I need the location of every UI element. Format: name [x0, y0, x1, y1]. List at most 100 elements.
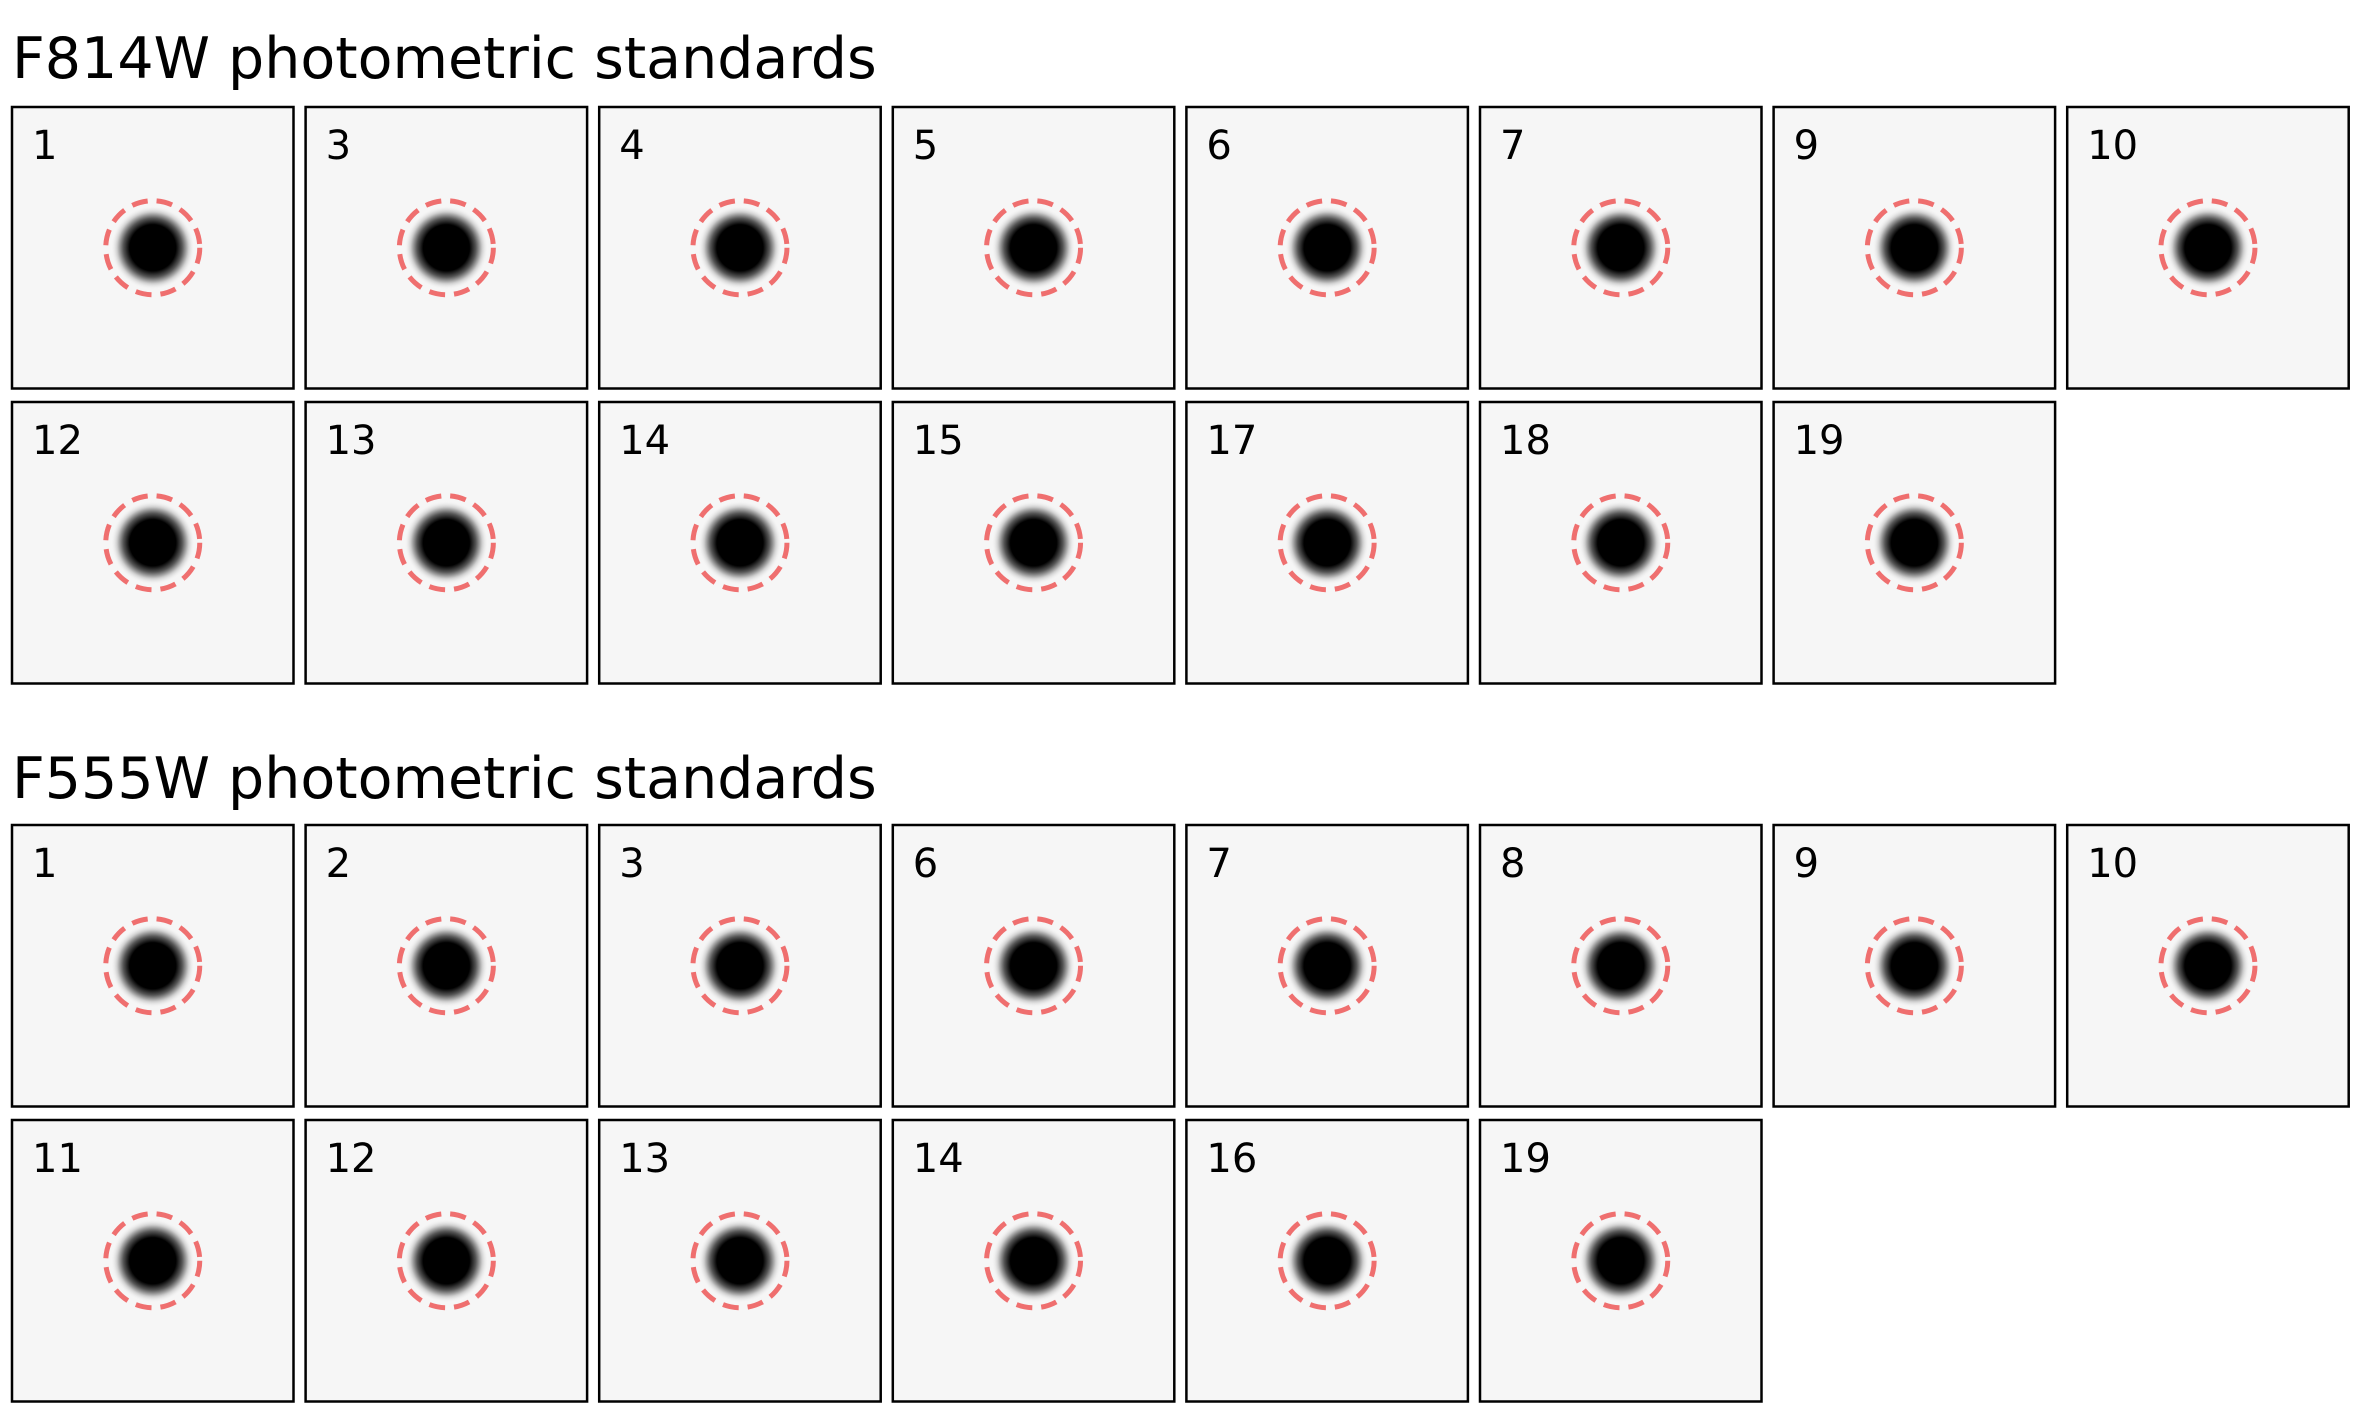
panel-frame: [1478, 823, 1763, 1108]
star: [2165, 923, 2250, 1008]
panel: 1: [10, 105, 295, 390]
panel-frame: [304, 105, 589, 390]
aperture: [1571, 1211, 1671, 1311]
panel-frame: [891, 105, 1176, 390]
aperture: [984, 198, 1084, 298]
panel-label: 18: [1500, 418, 1551, 464]
aperture: [1864, 493, 1964, 593]
aperture: [1277, 198, 1377, 298]
panel: 12: [10, 400, 295, 685]
aperture: [396, 198, 496, 298]
aperture: [690, 916, 790, 1016]
star: [1872, 500, 1957, 585]
panel: 9: [1772, 823, 2057, 1108]
panel-label: 7: [1206, 841, 1231, 887]
aperture: [1571, 916, 1671, 1016]
panel-label: 13: [326, 418, 377, 464]
star: [1285, 205, 1370, 290]
star: [1578, 923, 1663, 1008]
aperture: [690, 198, 790, 298]
aperture: [1277, 916, 1377, 1016]
panel: 10: [2065, 823, 2350, 1108]
panel-label: 19: [1500, 1136, 1551, 1182]
panel-frame: [891, 823, 1176, 1108]
panel: 3: [304, 105, 589, 390]
aperture: [1277, 493, 1377, 593]
panel-label: 10: [2087, 123, 2138, 169]
panel-label: 2: [326, 841, 351, 887]
panel: 14: [891, 1118, 1176, 1403]
aperture: [103, 1211, 203, 1311]
aperture: [103, 916, 203, 1016]
panel-label: 11: [32, 1136, 83, 1182]
panel-label: 9: [1794, 123, 1819, 169]
star: [404, 500, 489, 585]
panel-label: 13: [619, 1136, 670, 1182]
panel-frame: [304, 400, 589, 685]
panel: 17: [1185, 400, 1470, 685]
panel-frame: [2065, 105, 2350, 390]
star: [1285, 923, 1370, 1008]
aperture: [1864, 916, 1964, 1016]
aperture: [103, 493, 203, 593]
star: [110, 500, 195, 585]
aperture: [2158, 916, 2258, 1016]
panel-label: 12: [32, 418, 83, 464]
panel-label: 16: [1206, 1136, 1257, 1182]
panel: 11: [10, 1118, 295, 1403]
panel-label: 19: [1794, 418, 1845, 464]
panel: 6: [1185, 105, 1470, 390]
panel: 7: [1185, 823, 1470, 1108]
panel-frame: [891, 400, 1176, 685]
star: [991, 500, 1076, 585]
panel-label: 17: [1206, 418, 1257, 464]
panel-frame: [10, 105, 295, 390]
panel-label: 3: [619, 841, 644, 887]
panel-label: 1: [32, 841, 57, 887]
panel-frame: [1772, 823, 2057, 1108]
star: [404, 205, 489, 290]
star: [697, 923, 782, 1008]
star: [697, 1218, 782, 1303]
star: [1578, 205, 1663, 290]
panel: 1: [10, 823, 295, 1108]
panel-frame: [1478, 400, 1763, 685]
aperture: [103, 198, 203, 298]
aperture: [396, 493, 496, 593]
panel-frame: [597, 105, 882, 390]
panel: 3: [597, 823, 882, 1108]
section-title: F814W photometric standards: [12, 26, 877, 92]
panel-label: 5: [913, 123, 938, 169]
panel: 5: [891, 105, 1176, 390]
aperture: [396, 916, 496, 1016]
panel: 4: [597, 105, 882, 390]
panel-label: 10: [2087, 841, 2138, 887]
aperture: [1571, 493, 1671, 593]
panel-frame: [1772, 105, 2057, 390]
panel: 12: [304, 1118, 589, 1403]
panel: 19: [1772, 400, 2057, 685]
panel-frame: [2065, 823, 2350, 1108]
panel-label: 6: [913, 841, 938, 887]
panel: 13: [304, 400, 589, 685]
star: [2165, 205, 2250, 290]
star: [1578, 1218, 1663, 1303]
panel-frame: [10, 400, 295, 685]
panel: 14: [597, 400, 882, 685]
panel: 15: [891, 400, 1176, 685]
panel: 2: [304, 823, 589, 1108]
panel: 7: [1478, 105, 1763, 390]
panel: 6: [891, 823, 1176, 1108]
star: [697, 205, 782, 290]
panel-frame: [597, 823, 882, 1108]
panel: 16: [1185, 1118, 1470, 1403]
panel-label: 9: [1794, 841, 1819, 887]
aperture: [1864, 198, 1964, 298]
panel-label: 3: [326, 123, 351, 169]
panel: 13: [597, 1118, 882, 1403]
star: [1285, 500, 1370, 585]
aperture: [396, 1211, 496, 1311]
panel-frame: [1478, 105, 1763, 390]
panel-label: 14: [619, 418, 670, 464]
panel-frame: [1185, 823, 1470, 1108]
